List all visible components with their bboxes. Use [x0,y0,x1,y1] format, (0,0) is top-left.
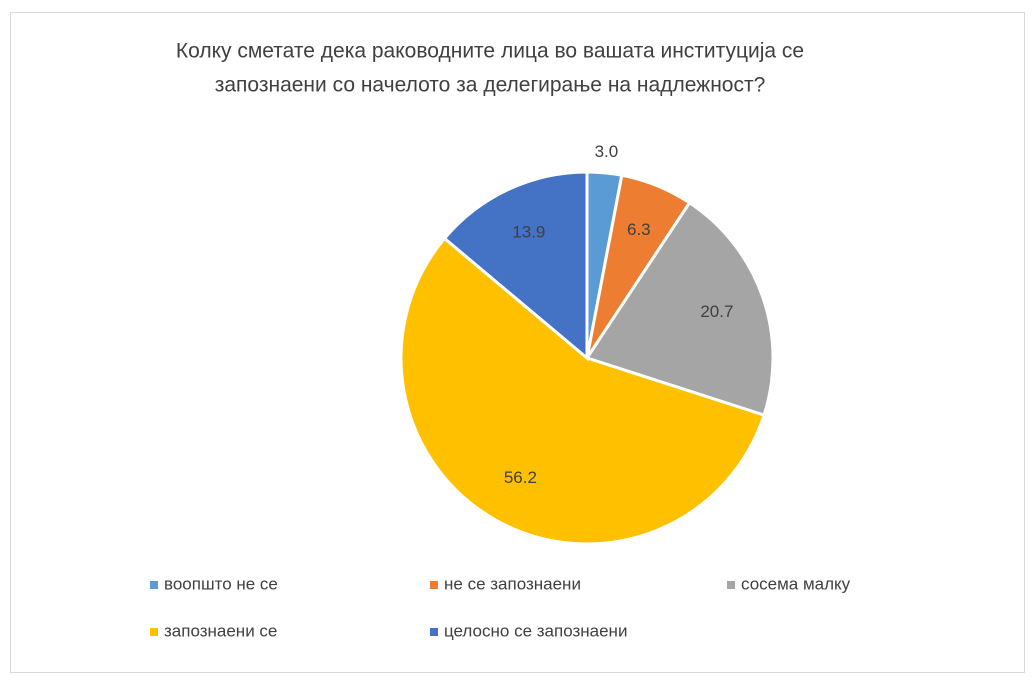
data-label: 20.7 [700,302,733,321]
pie-slice [399,236,766,546]
legend-label: воопшто не се [164,574,278,593]
pie-slice [584,200,775,418]
legend-swatch [727,581,735,589]
pie-slice [442,170,589,362]
data-label: 13.9 [512,223,545,242]
legend-swatch [430,581,438,589]
legend-label: сосема малку [741,574,851,593]
data-label: 56.2 [504,468,537,487]
legend-label: не се запознаени [444,574,581,593]
legend-swatch [150,628,158,636]
chart-title: Колку сметате дека раководните лица во в… [176,40,804,63]
legend-swatch [430,628,438,636]
legend-swatch [150,581,158,589]
legend-label: запознаени се [164,621,277,640]
chart-frame [10,12,1025,673]
data-label: 3.0 [595,142,619,161]
legend-label: целосно се запознаени [444,621,627,640]
data-label: 6.3 [627,220,651,239]
chart-title: запознаени со начелото за делегирање на … [215,74,766,97]
